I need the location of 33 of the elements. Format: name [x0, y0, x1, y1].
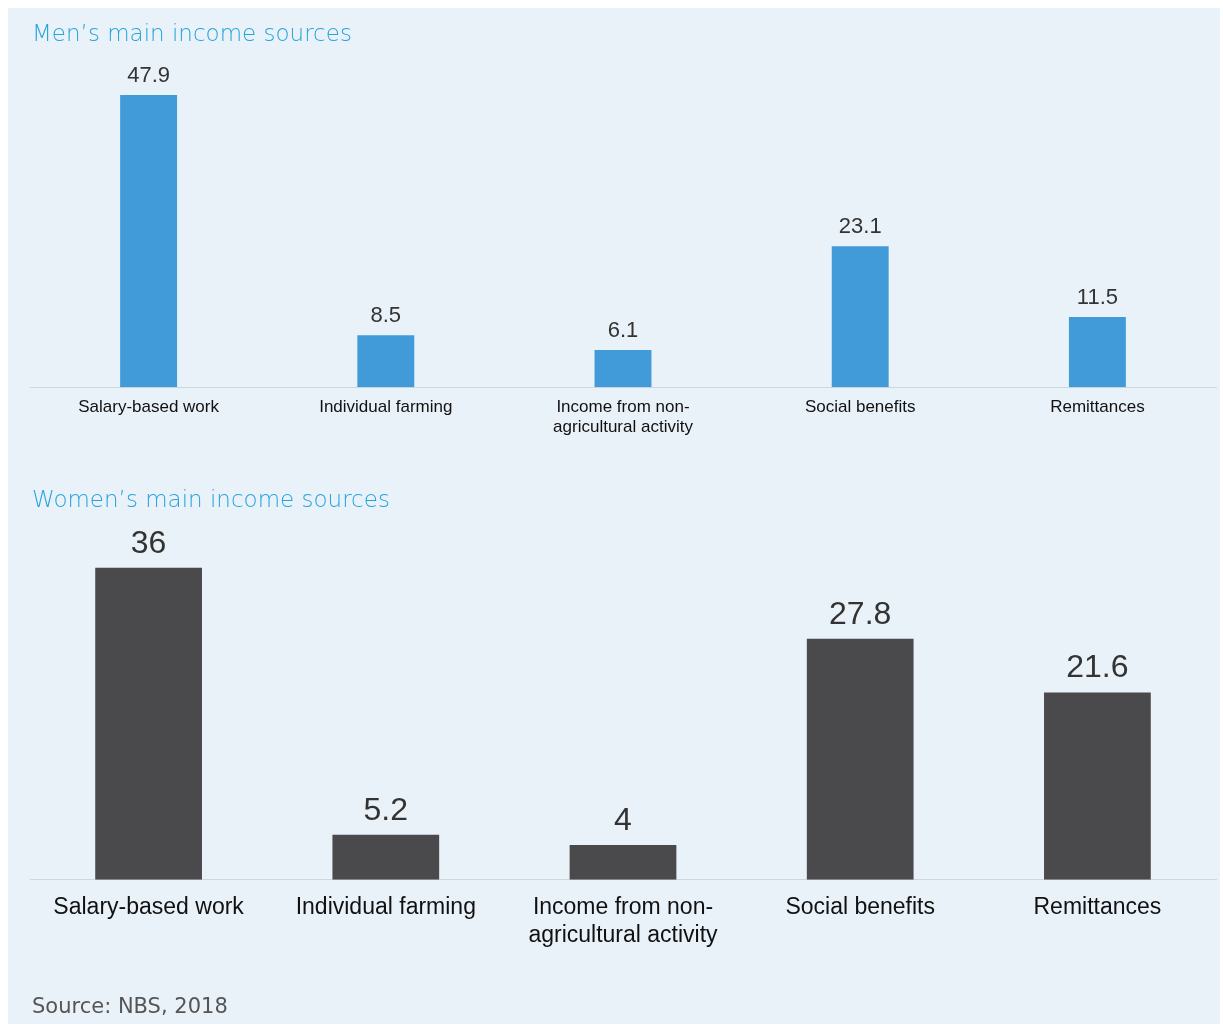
data-label: 5.2 [363, 790, 409, 827]
data-label: 11.5 [1076, 284, 1118, 310]
x-tick-label: Individual farming [295, 892, 476, 919]
x-tick-label: Salary-based work [78, 397, 220, 417]
data-label: 47.9 [127, 61, 171, 87]
x-tick-label: Salary-based work [53, 892, 245, 919]
chart-title: Men’s main income sources [32, 20, 352, 46]
x-tick-label: Social benefits [804, 397, 916, 417]
source-note: Source: NBS, 2018 [32, 994, 228, 1018]
x-tick-label: Income from non-agricultural activity [553, 397, 694, 437]
data-label: 21.6 [1066, 648, 1129, 685]
chart-title: Women’s main income sources [32, 486, 390, 512]
bar [831, 246, 889, 388]
bar [806, 638, 914, 880]
data-label: 36 [130, 523, 167, 560]
bar [357, 335, 415, 388]
x-tick-label: Remittances [1050, 397, 1145, 417]
x-tick-label: Remittances [1033, 892, 1162, 919]
data-label: 8.5 [370, 302, 402, 328]
data-label: 4 [614, 800, 632, 837]
bar [594, 349, 652, 388]
bar [569, 845, 677, 880]
bar [332, 834, 440, 880]
bar [1068, 317, 1126, 388]
x-tick-label: Social benefits [785, 892, 935, 919]
x-tick-label: Income from non-agricultural activity [528, 892, 719, 947]
bar [120, 94, 178, 388]
data-label: 6.1 [607, 317, 639, 343]
bar [95, 567, 202, 880]
data-label: 27.8 [829, 594, 892, 631]
x-tick-label: Individual farming [319, 397, 453, 417]
bar [1044, 692, 1151, 880]
data-label: 23.1 [838, 213, 882, 239]
